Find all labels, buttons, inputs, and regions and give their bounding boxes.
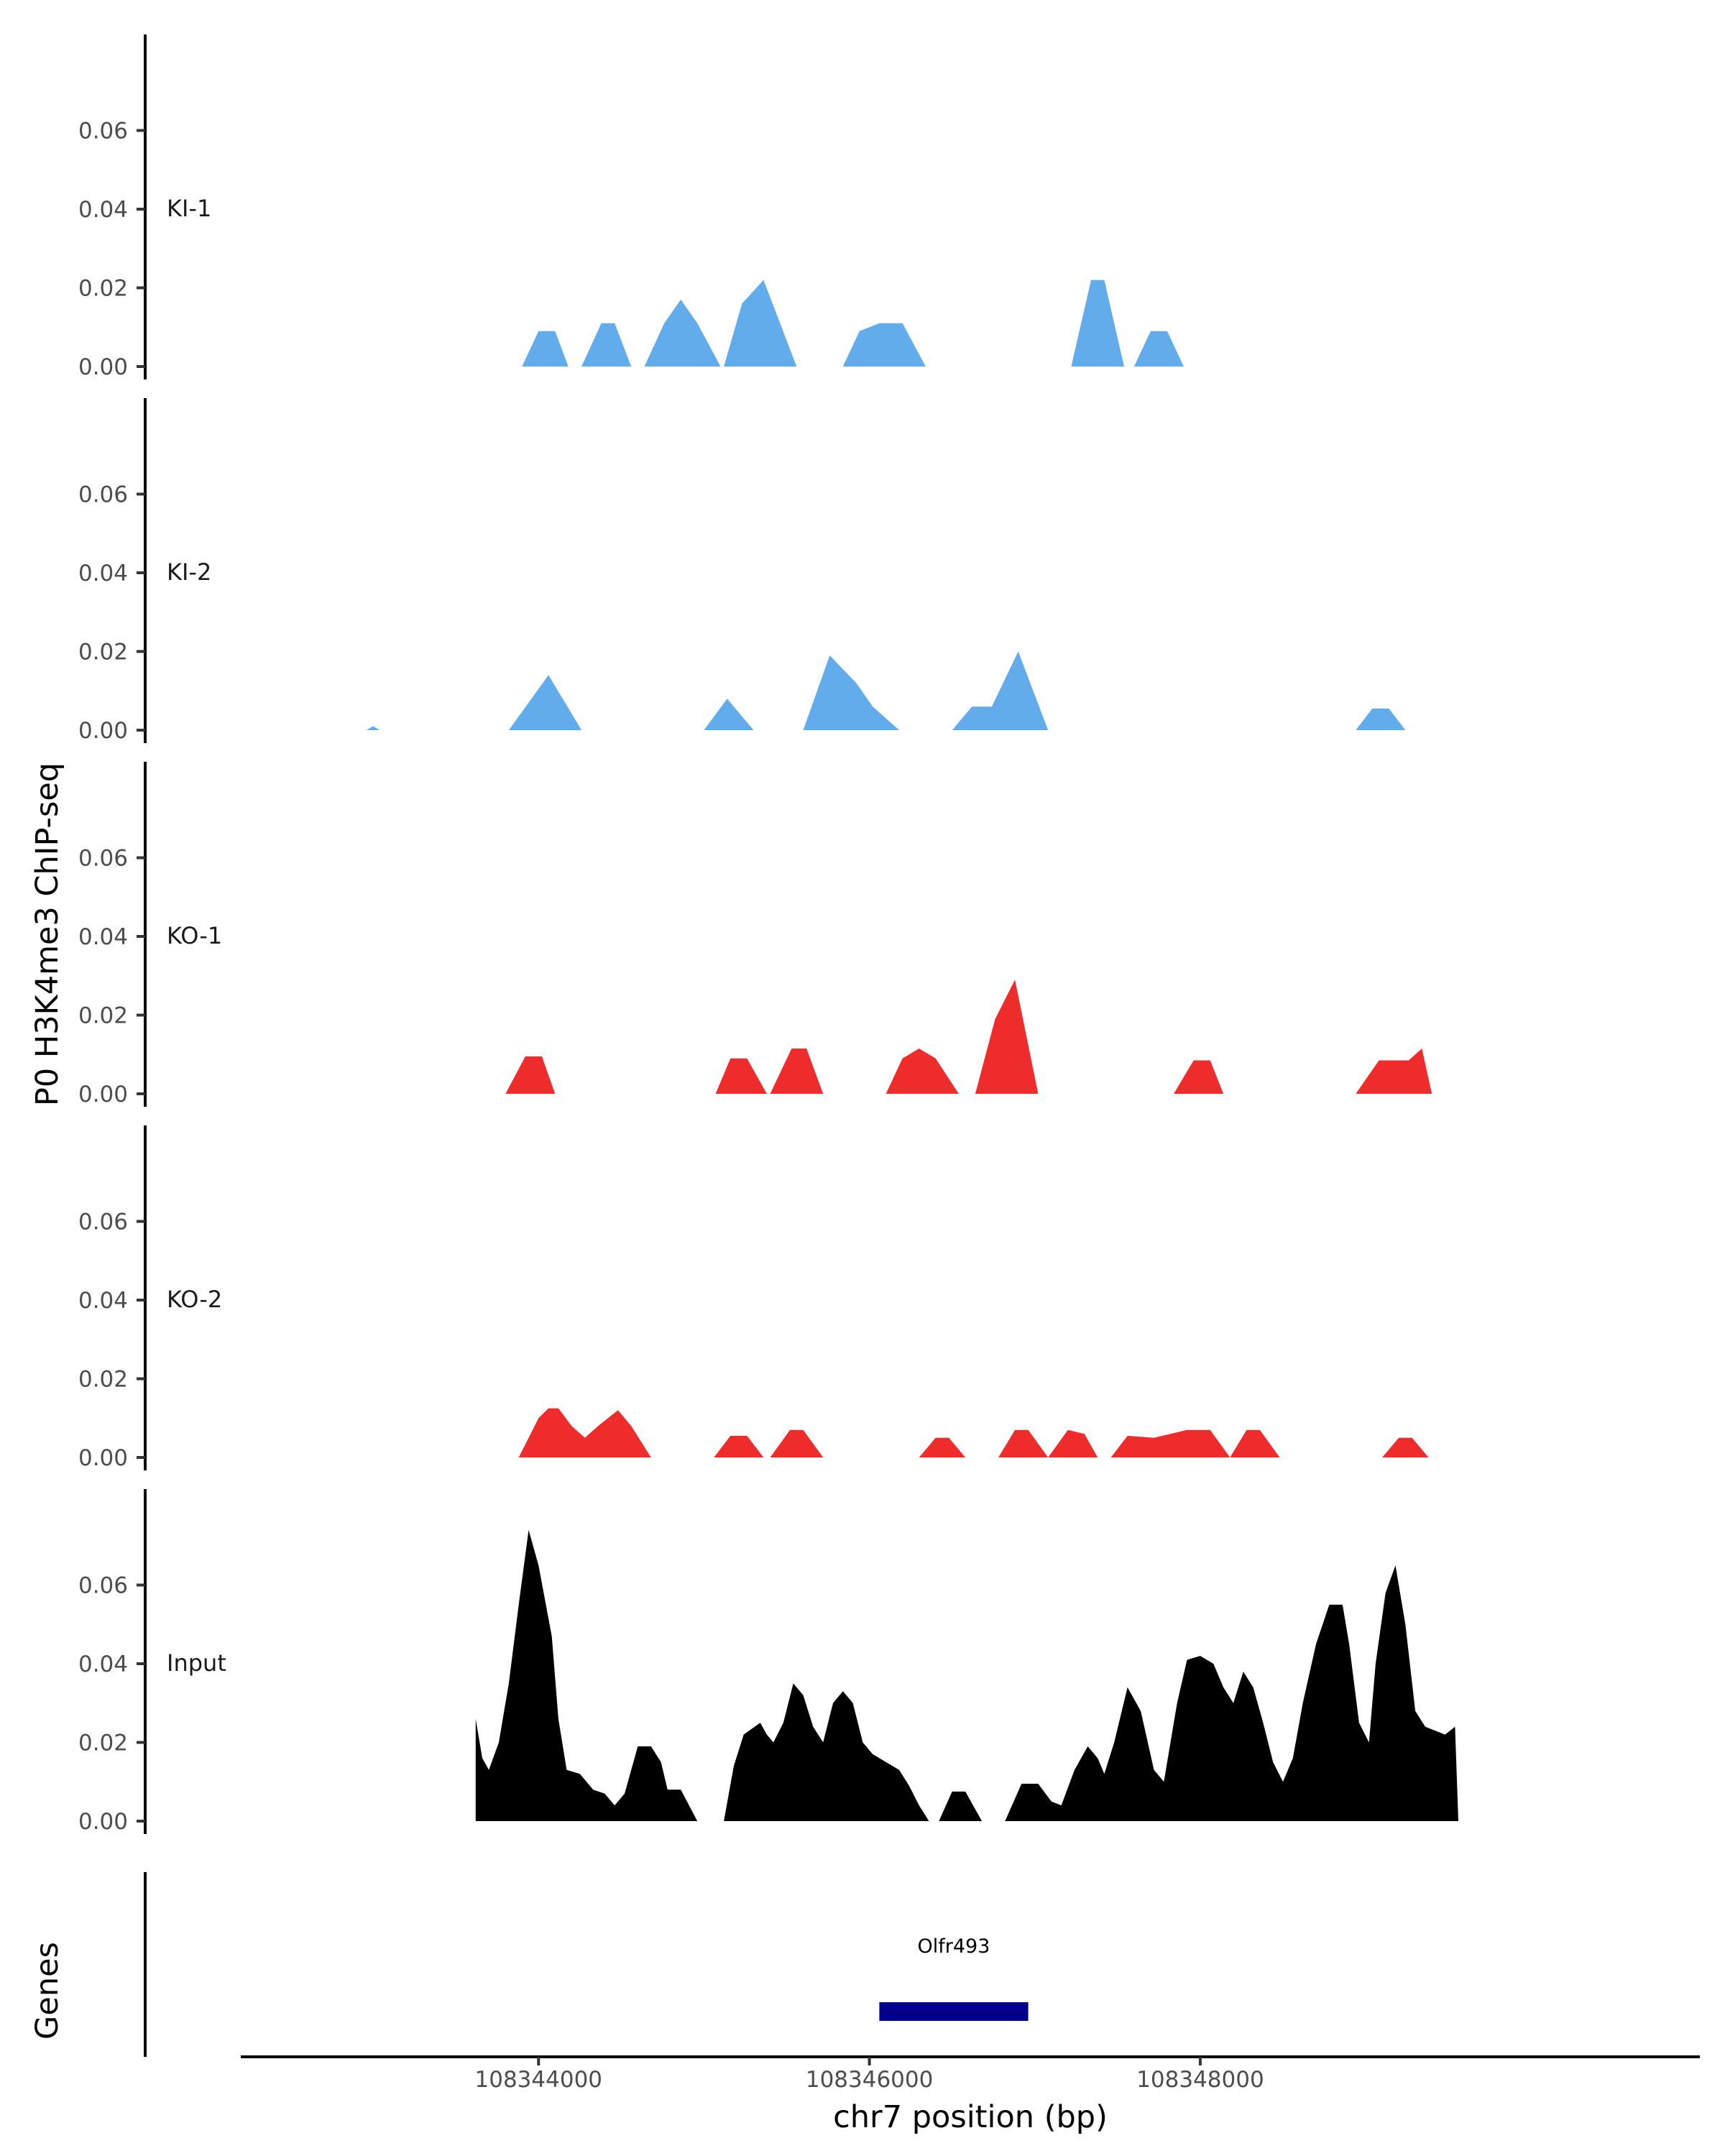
y-tick-label: 0.04 (78, 1651, 128, 1677)
y-tick-label: 0.00 (78, 1082, 128, 1107)
track-label: KO-2 (167, 1286, 222, 1313)
tracks-layer: 0.00 0.02 0.04 0.06 KI-1 0.00 0.02 0.04 0.06 KI-2… (78, 34, 1458, 1835)
track-label: Input (167, 1649, 226, 1677)
track-panel-ko-1: 0.00 0.02 0.04 0.06 KO-1 (78, 762, 1432, 1107)
y-tick-label: 0.00 (78, 1445, 128, 1471)
y-axis-title: P0 H3K4me3 ChIP-seq (29, 763, 65, 1106)
track-panel-input: 0.00 0.02 0.04 0.06 Input (78, 1489, 1458, 1835)
signal-peak (886, 1049, 959, 1094)
signal-peak (939, 1791, 983, 1821)
signal-peak (998, 1429, 1049, 1457)
x-axis-title: chr7 position (bp) (833, 2099, 1108, 2135)
signal-peak (1048, 1429, 1098, 1457)
signal-peak (1071, 280, 1124, 367)
signal-peak (1356, 1049, 1432, 1094)
y-tick-label: 0.00 (78, 1809, 128, 1835)
signal-peak (919, 1437, 966, 1457)
y-tick-label: 0.04 (78, 561, 128, 586)
y-tick-label: 0.06 (78, 846, 128, 872)
y-tick-label: 0.06 (78, 1573, 128, 1599)
track-label: KI-1 (167, 195, 211, 222)
signal-peak (952, 651, 1049, 730)
signal-peak (1133, 331, 1184, 367)
genes-axis-title: Genes (29, 1942, 65, 2040)
y-tick-label: 0.06 (78, 119, 128, 144)
y-tick-label: 0.02 (78, 640, 128, 665)
y-tick-label: 0.02 (78, 1367, 128, 1393)
genes-panel: Olfr493 (144, 1872, 1029, 2057)
track-label: KI-2 (167, 558, 211, 586)
y-tick-label: 0.04 (78, 1288, 128, 1314)
y-tick-label: 0.06 (78, 1210, 128, 1235)
signal-peak (803, 655, 899, 730)
x-tick-label: 108344000 (475, 2067, 603, 2093)
signal-peak (505, 1056, 556, 1094)
y-tick-label: 0.00 (78, 718, 128, 744)
signal-peak (770, 1049, 824, 1094)
y-tick-label: 0.02 (78, 1731, 128, 1756)
signal-peak (704, 699, 754, 730)
gene-body (879, 2002, 1029, 2021)
x-tick-label: 108348000 (1136, 2067, 1264, 2093)
signal-peak (770, 1429, 824, 1457)
y-tick-label: 0.04 (78, 197, 128, 223)
signal-peak (724, 280, 797, 367)
y-tick-label: 0.06 (78, 482, 128, 508)
signal-peak (842, 323, 926, 367)
signal-peak (522, 331, 569, 367)
track-panel-ki-2: 0.00 0.02 0.04 0.06 KI-2 (78, 398, 1406, 744)
x-axis: 108344000 108346000 108348000 (241, 2055, 1700, 2093)
y-tick-label: 0.04 (78, 924, 128, 950)
signal-peak (518, 1408, 651, 1457)
track-panel-ko-2: 0.00 0.02 0.04 0.06 KO-2 (78, 1125, 1429, 1471)
signal-peak (581, 323, 632, 367)
signal-peak (1110, 1429, 1230, 1457)
track-panel-ki-1: 0.00 0.02 0.04 0.06 KI-1 (78, 34, 1184, 380)
signal-peak (1005, 1565, 1458, 1821)
signal-peak (1382, 1437, 1429, 1457)
signal-peak (366, 726, 380, 730)
signal-peak (475, 1529, 698, 1821)
track-label: KO-1 (167, 922, 222, 949)
gene-label: Olfr493 (918, 1935, 990, 1958)
y-tick-label: 0.02 (78, 1003, 128, 1029)
signal-peak (1356, 708, 1406, 730)
signal-peak (975, 980, 1039, 1094)
signal-peak (644, 299, 721, 367)
signal-peak (1174, 1060, 1224, 1094)
signal-peak (1230, 1429, 1280, 1457)
signal-peak (714, 1435, 764, 1457)
signal-peak (508, 675, 582, 730)
signal-peak (715, 1058, 767, 1094)
y-tick-label: 0.02 (78, 276, 128, 302)
x-tick-label: 108346000 (806, 2067, 934, 2093)
y-tick-label: 0.00 (78, 354, 128, 380)
signal-peak (724, 1683, 929, 1821)
